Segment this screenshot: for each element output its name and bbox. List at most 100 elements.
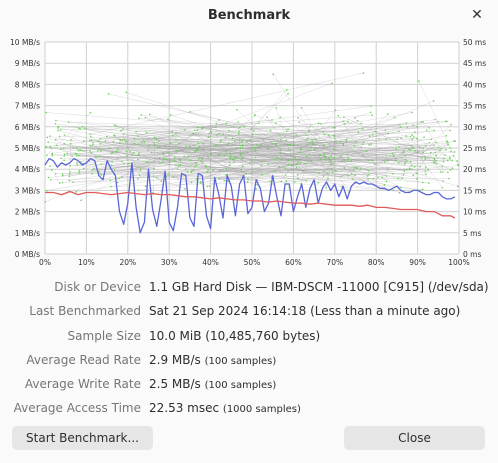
access-point xyxy=(374,130,376,133)
access-point xyxy=(317,122,320,124)
access-point xyxy=(300,148,302,150)
access-point xyxy=(205,164,207,167)
access-point xyxy=(453,140,456,142)
access-point xyxy=(287,170,289,172)
access-point xyxy=(385,175,388,177)
close-icon[interactable]: ✕ xyxy=(471,7,483,23)
access-point xyxy=(330,159,332,161)
access-point xyxy=(325,187,327,189)
access-point xyxy=(457,185,459,187)
access-point xyxy=(108,147,111,149)
last-benchmarked-value: Sat 21 Sep 2024 16:14:18 (Less than a mi… xyxy=(149,304,461,319)
access-point xyxy=(190,171,192,173)
access-point xyxy=(49,145,51,148)
access-point xyxy=(224,136,227,139)
access-point xyxy=(210,153,212,155)
seek-line xyxy=(68,122,389,134)
access-point xyxy=(69,171,71,173)
access-point xyxy=(234,140,236,143)
access-point xyxy=(399,124,401,126)
access-point xyxy=(196,164,198,166)
access-point xyxy=(291,164,293,166)
access-point xyxy=(152,191,154,194)
access-point xyxy=(99,138,101,140)
access-point xyxy=(442,180,444,182)
access-point xyxy=(422,181,424,184)
access-point xyxy=(331,171,334,174)
access-point xyxy=(324,156,326,158)
access-point xyxy=(137,154,140,156)
close-button[interactable]: Close xyxy=(344,426,485,450)
access-point xyxy=(360,146,363,149)
access-point xyxy=(366,150,368,152)
access-point xyxy=(368,135,371,137)
seek-line xyxy=(324,134,452,152)
access-point xyxy=(447,144,449,146)
access-point xyxy=(404,155,406,157)
access-point xyxy=(278,165,281,168)
access-point xyxy=(76,163,78,166)
y-left-tick-label: 1 MB/s xyxy=(15,229,40,238)
access-point xyxy=(79,128,81,130)
start-benchmark-button[interactable]: Start Benchmark... xyxy=(12,426,153,450)
seek-line xyxy=(52,123,259,154)
access-point xyxy=(226,144,229,146)
access-point xyxy=(145,132,148,134)
access-point xyxy=(229,156,231,158)
access-point xyxy=(68,175,70,177)
access-point xyxy=(44,201,46,203)
access-point xyxy=(100,150,102,152)
access-point xyxy=(340,155,342,157)
access-point xyxy=(111,161,113,163)
access-point xyxy=(419,165,421,168)
access-point xyxy=(360,122,362,125)
access-point xyxy=(150,151,153,154)
access-point xyxy=(249,139,251,141)
access-point xyxy=(117,181,119,184)
x-tick-label: 40% xyxy=(202,258,219,267)
access-point xyxy=(187,171,189,173)
access-point xyxy=(297,117,299,119)
access-point xyxy=(346,138,348,141)
access-point xyxy=(357,131,360,134)
access-point xyxy=(346,154,348,156)
access-point xyxy=(318,172,320,174)
access-point xyxy=(418,80,420,82)
access-point xyxy=(309,125,311,128)
access-point xyxy=(114,135,116,137)
access-point xyxy=(448,177,450,180)
access-point xyxy=(231,137,234,139)
access-point xyxy=(69,143,72,145)
access-point xyxy=(104,140,107,142)
access-point xyxy=(99,173,101,175)
chart-svg: 0 MB/s 1 MB/s 2 MB/s 3 MB/s 4 MB/s 5 MB/s 6 MB… xyxy=(10,38,486,267)
y-right-tick-label: 30 ms xyxy=(463,123,486,132)
access-point xyxy=(61,173,64,175)
seek-line xyxy=(175,165,319,174)
access-point xyxy=(323,133,325,136)
access-time-value-wrap: 22.53 msec (1000 samples) xyxy=(149,396,301,422)
access-point xyxy=(424,156,426,158)
sample-size-label: Sample Size xyxy=(67,328,141,343)
access-point xyxy=(362,72,365,74)
seek-line xyxy=(426,129,442,149)
access-point xyxy=(440,171,442,173)
access-point xyxy=(447,171,449,174)
seek-line xyxy=(300,123,319,184)
access-point xyxy=(71,155,73,157)
y-right-tick-label: 45 ms xyxy=(463,59,486,68)
access-point xyxy=(89,139,91,142)
access-point xyxy=(241,141,243,143)
access-point xyxy=(296,174,299,176)
access-point xyxy=(410,161,412,163)
access-point xyxy=(220,139,222,141)
access-point xyxy=(45,111,47,114)
access-point xyxy=(59,182,61,184)
access-point xyxy=(113,169,116,171)
access-point xyxy=(178,142,180,145)
access-point xyxy=(194,149,196,152)
access-point xyxy=(341,160,343,163)
access-point xyxy=(289,143,291,146)
access-point xyxy=(441,186,443,189)
access-point xyxy=(110,164,113,167)
